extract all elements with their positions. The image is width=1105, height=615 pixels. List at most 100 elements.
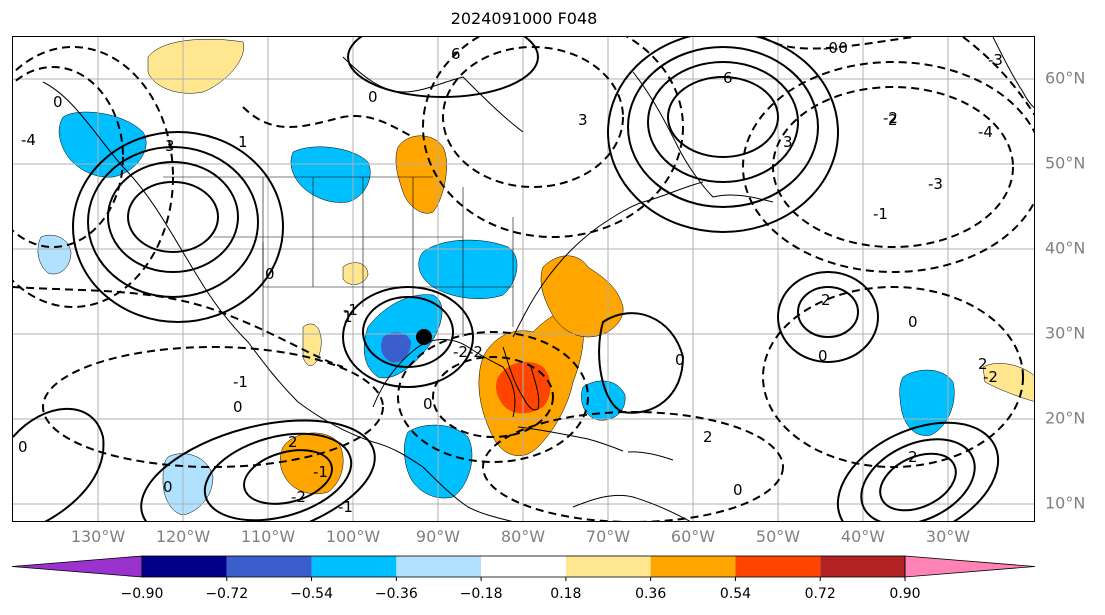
coastline-florida [502, 346, 540, 411]
contour-label: 0 [233, 398, 243, 416]
shade-negative-caribbean [581, 380, 626, 421]
contour-label: -2 [291, 488, 306, 506]
contour-label: 2 [703, 428, 713, 446]
solid-contours [13, 37, 1000, 521]
contour-label: 0 [265, 265, 275, 283]
colorbar-tick-label: 0.90 [889, 586, 921, 602]
contour-label: -1 [313, 463, 328, 481]
contour-label: 3 [165, 137, 175, 155]
coastlines [42, 37, 1034, 521]
lat-label: 10°N [1045, 493, 1086, 513]
dashed-contours [13, 37, 1034, 521]
contour-label: 0 [733, 481, 743, 499]
contour-label: 0 [368, 88, 378, 106]
lat-label: 60°N [1045, 68, 1086, 88]
graticule [13, 37, 1034, 521]
shade-negative-plains [290, 146, 371, 203]
lon-label: 110°W [240, 527, 296, 546]
contour-label: -2 [468, 343, 483, 361]
map-canvas: 6 6 3 3 3 2 2 2 1 0 0 0 0 0 -0 -3 -4 -1 … [13, 37, 1034, 521]
colorbar-swatch [311, 556, 397, 577]
lon-label: 100°W [325, 527, 381, 546]
colorbar-swatch [142, 556, 227, 577]
contour-label: 0 [908, 313, 918, 331]
lon-label: 120°W [155, 527, 211, 546]
shade-negative-texas-core [381, 332, 411, 363]
lon-label: 40°W [840, 527, 886, 546]
shade-positive-pacific [280, 432, 344, 495]
colorbar-extend-high [904, 555, 1036, 578]
coastline-hispaniola [627, 451, 674, 461]
lon-label: 60°W [670, 527, 716, 546]
contour-label: 0 [18, 438, 28, 456]
contour-label: 2 [888, 111, 898, 129]
contour-label: -2 [883, 109, 898, 127]
lon-label: 80°W [500, 527, 546, 546]
colorbar-tick-label: 0.18 [550, 586, 582, 602]
colorbar-tick-label: −0.18 [459, 586, 503, 602]
colorbar-tick-label: 0.72 [804, 586, 836, 602]
political-borders [163, 176, 514, 337]
lat-label: 30°N [1045, 323, 1086, 343]
contour-label: 0 [818, 347, 828, 365]
coastline-gulf [372, 339, 516, 418]
contour-label: 0 [675, 351, 685, 369]
colorbar-outline [141, 555, 906, 578]
contour-label: -3 [988, 51, 1003, 69]
lon-label: 30°W [925, 527, 971, 546]
colorbar-swatch [226, 556, 312, 577]
coastline-centralam [422, 466, 513, 521]
colorbar-swatch [565, 556, 651, 577]
shade-positive-eastcoast [540, 255, 624, 338]
contour-label: 6 [451, 45, 461, 63]
shade-positive-lakes [395, 135, 447, 214]
colorbar-swatch [481, 556, 566, 577]
colorbar-swatch [396, 556, 482, 577]
contour-label: 1 [238, 133, 248, 151]
contour-label: -2 [983, 368, 998, 386]
colorbar-swatch [735, 556, 821, 577]
coastline-labrador [632, 71, 774, 203]
contour-label: 3 [578, 111, 588, 129]
coastline-east [512, 181, 704, 338]
lon-label: 90°W [415, 527, 461, 546]
colorbar-tick-label: −0.72 [205, 586, 249, 602]
contour-label: -1 [873, 205, 888, 223]
contour-label-layer: 6 6 3 3 3 2 2 2 1 0 0 0 0 0 -0 -3 -4 -1 … [18, 39, 1003, 516]
contour-label: -0 [823, 39, 838, 57]
coastline-cuba [517, 426, 624, 452]
coastline-hudson [342, 56, 524, 133]
lat-label: 20°N [1045, 408, 1086, 428]
coastline-southam [572, 494, 691, 521]
shade-negative-ohio [418, 239, 518, 299]
contour-label: -3 [928, 175, 943, 193]
lat-label: 50°N [1045, 153, 1086, 173]
contour-label: 2 [288, 433, 298, 451]
colorbar-tick-label: 0.54 [719, 586, 752, 602]
map-title: 2024091000 F048 [450, 9, 598, 28]
contour-label: 2 [908, 448, 918, 466]
contour-label: 6 [723, 69, 733, 87]
contour-label: 1 [343, 308, 353, 326]
storm-center-marker [416, 329, 432, 345]
shade-negative-westcoast [37, 234, 72, 275]
shade-positive-alaska [147, 39, 245, 94]
contour-label: 2 [978, 355, 988, 373]
contour-label: 3 [783, 133, 793, 151]
colorbar-tick-label: −0.36 [374, 586, 418, 602]
colorbar-swatch [650, 556, 736, 577]
contour-label: -4 [978, 123, 993, 141]
colorbar-extend-low [11, 555, 143, 578]
map-plot-area[interactable]: 6 6 3 3 3 2 2 2 1 0 0 0 0 0 -0 -3 -4 -1 … [12, 36, 1035, 522]
colorbar-tick-label: 0.36 [635, 586, 667, 602]
lon-label: 130°W [70, 527, 126, 546]
colorbar-tick-label: −0.90 [120, 586, 164, 602]
contour-label: -1 [343, 301, 358, 319]
contour-label: 0 [53, 93, 63, 111]
contour-label: -2 [453, 343, 468, 361]
lat-label: 40°N [1045, 238, 1086, 258]
lon-label: 50°W [755, 527, 801, 546]
colorbar-tick-label: −0.54 [290, 586, 333, 602]
contour-label: 0 [163, 478, 173, 496]
